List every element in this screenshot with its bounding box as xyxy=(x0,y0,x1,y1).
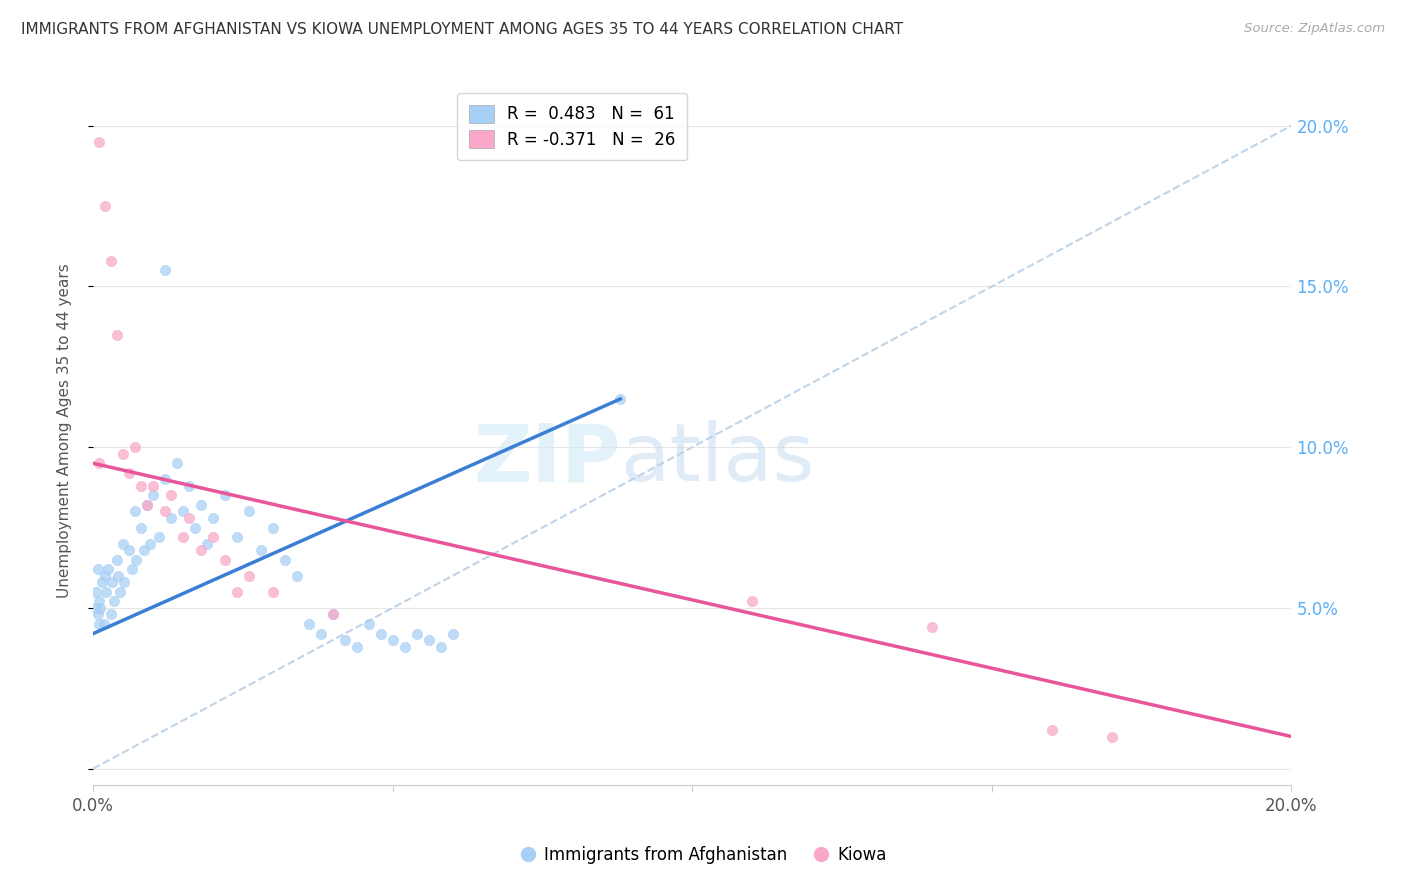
Point xyxy=(87,456,110,470)
Point xyxy=(139,536,162,550)
Point xyxy=(124,440,146,454)
Point xyxy=(124,504,146,518)
Point xyxy=(136,498,159,512)
Point xyxy=(148,530,170,544)
Point xyxy=(160,511,183,525)
Point xyxy=(238,568,260,582)
Legend: R =  0.483   N =  61, R = -0.371   N =  26: R = 0.483 N = 61, R = -0.371 N = 26 xyxy=(457,93,688,161)
Y-axis label: Unemployment Among Ages 35 to 44 years: Unemployment Among Ages 35 to 44 years xyxy=(58,264,72,599)
Point xyxy=(201,530,224,544)
Point xyxy=(274,552,297,566)
Point xyxy=(118,466,141,480)
Point xyxy=(100,253,122,268)
Point xyxy=(87,562,110,576)
Point xyxy=(87,617,110,632)
Text: atlas: atlas xyxy=(620,420,814,499)
Point xyxy=(121,562,143,576)
Point xyxy=(322,607,344,622)
Point xyxy=(214,488,236,502)
Point xyxy=(108,585,131,599)
Point xyxy=(142,488,165,502)
Point xyxy=(172,530,194,544)
Point xyxy=(153,263,176,277)
Point xyxy=(97,562,120,576)
Point xyxy=(105,552,128,566)
Point xyxy=(112,575,135,590)
Point xyxy=(1040,723,1063,737)
Point xyxy=(333,633,356,648)
Point xyxy=(285,568,308,582)
Point xyxy=(429,640,451,654)
Text: Source: ZipAtlas.com: Source: ZipAtlas.com xyxy=(1244,22,1385,36)
Point xyxy=(136,498,159,512)
Point xyxy=(394,640,416,654)
Point xyxy=(441,626,464,640)
Point xyxy=(132,543,155,558)
Point xyxy=(103,594,125,608)
Point xyxy=(94,568,117,582)
Point xyxy=(298,617,321,632)
Point xyxy=(370,626,392,640)
Text: ZIP: ZIP xyxy=(472,420,620,499)
Point xyxy=(105,327,128,342)
Point xyxy=(87,607,110,622)
Point xyxy=(225,585,247,599)
Point xyxy=(84,585,107,599)
Point xyxy=(100,607,122,622)
Point xyxy=(129,520,152,534)
Point xyxy=(214,552,236,566)
Legend: Immigrants from Afghanistan, Kiowa: Immigrants from Afghanistan, Kiowa xyxy=(513,839,893,871)
Point xyxy=(249,543,271,558)
Point xyxy=(190,498,212,512)
Point xyxy=(262,585,284,599)
Point xyxy=(238,504,260,518)
Point xyxy=(322,607,344,622)
Point xyxy=(609,392,631,406)
Point xyxy=(405,626,427,640)
Point xyxy=(381,633,404,648)
Point xyxy=(118,543,141,558)
Point xyxy=(101,575,124,590)
Point xyxy=(107,568,129,582)
Point xyxy=(177,479,200,493)
Point xyxy=(225,530,247,544)
Point xyxy=(921,620,943,634)
Point xyxy=(160,488,183,502)
Point xyxy=(418,633,440,648)
Point xyxy=(96,585,118,599)
Point xyxy=(91,575,114,590)
Point xyxy=(262,520,284,534)
Point xyxy=(111,536,134,550)
Point xyxy=(184,520,207,534)
Point xyxy=(346,640,368,654)
Point xyxy=(190,543,212,558)
Point xyxy=(177,511,200,525)
Point xyxy=(93,617,115,632)
Point xyxy=(195,536,218,550)
Point xyxy=(166,456,188,470)
Point xyxy=(94,199,117,213)
Point xyxy=(153,472,176,486)
Point xyxy=(111,447,134,461)
Point xyxy=(201,511,224,525)
Point xyxy=(84,601,107,615)
Point xyxy=(153,504,176,518)
Text: IMMIGRANTS FROM AFGHANISTAN VS KIOWA UNEMPLOYMENT AMONG AGES 35 TO 44 YEARS CORR: IMMIGRANTS FROM AFGHANISTAN VS KIOWA UNE… xyxy=(21,22,903,37)
Point xyxy=(1101,730,1123,744)
Point xyxy=(309,626,332,640)
Point xyxy=(87,594,110,608)
Point xyxy=(89,601,111,615)
Point xyxy=(357,617,380,632)
Point xyxy=(129,479,152,493)
Point xyxy=(87,135,110,149)
Point xyxy=(125,552,148,566)
Point xyxy=(172,504,194,518)
Point xyxy=(142,479,165,493)
Point xyxy=(741,594,763,608)
